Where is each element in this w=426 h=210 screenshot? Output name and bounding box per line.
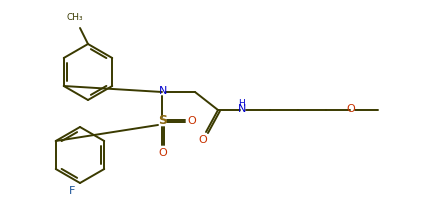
Text: N: N xyxy=(237,104,246,114)
Text: O: O xyxy=(158,148,167,158)
Text: O: O xyxy=(198,135,207,145)
Text: H: H xyxy=(238,98,245,108)
Text: O: O xyxy=(346,104,354,114)
Text: O: O xyxy=(187,116,196,126)
Text: CH₃: CH₃ xyxy=(66,13,83,22)
Text: F: F xyxy=(69,186,75,196)
Text: S: S xyxy=(158,114,167,127)
Text: N: N xyxy=(158,86,167,96)
